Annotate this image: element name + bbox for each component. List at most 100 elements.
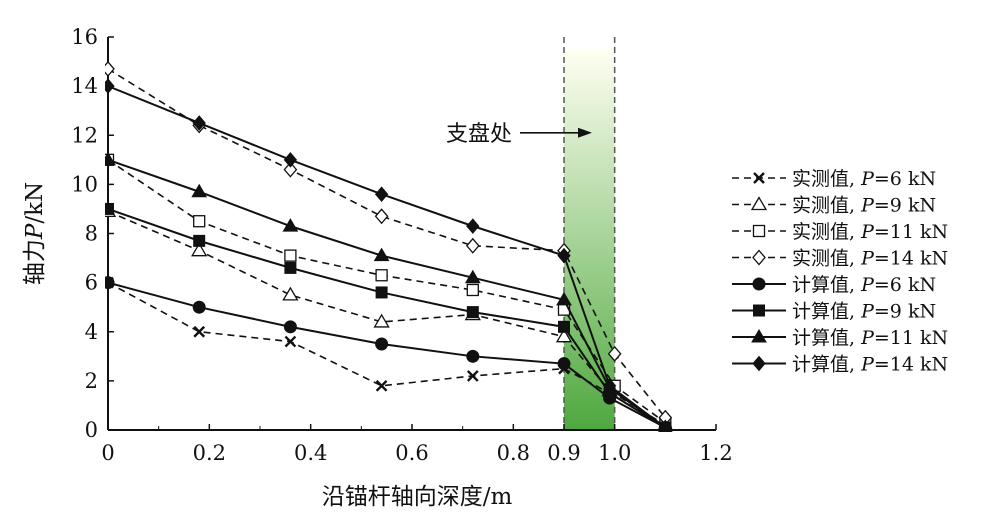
legend-label: 实测值, P=9 kN xyxy=(792,195,936,217)
series-line xyxy=(107,85,666,429)
marker-stroke xyxy=(466,370,479,382)
legend-entry: 计算值, P=14 kN xyxy=(732,354,948,376)
legend-marker xyxy=(752,249,766,266)
data-point-marker xyxy=(105,60,115,77)
y-axis-title: 轴力P/kN xyxy=(22,182,48,285)
legend-entry: 实测值, P=14 kN xyxy=(732,248,948,270)
legend-marker xyxy=(750,196,768,211)
data-point-marker xyxy=(283,161,298,178)
data-point-marker xyxy=(556,291,572,306)
legend-entry: 计算值, P=11 kN xyxy=(732,327,948,349)
data-point-marker xyxy=(555,328,573,343)
data-point-marker xyxy=(375,379,388,392)
legend-marker xyxy=(753,172,765,184)
legend-label-p: P xyxy=(860,354,875,376)
series-7 xyxy=(105,78,672,432)
data-point-marker xyxy=(192,115,206,131)
marker-stroke xyxy=(193,325,206,338)
y-axis-title-part: P xyxy=(22,223,48,240)
data-point-marker xyxy=(466,370,479,382)
legend-label-p: P xyxy=(860,195,875,217)
data-point-marker xyxy=(105,202,114,215)
y-tick-label: 8 xyxy=(85,222,98,246)
legend-label: 实测值, P=11 kN xyxy=(792,221,948,243)
x-tick-label: 0.4 xyxy=(294,441,327,465)
data-point-marker xyxy=(466,283,479,297)
legend-entry: 实测值, P=11 kN xyxy=(732,221,948,243)
support-disc-annotation: 支盘处 xyxy=(446,122,512,147)
legend-label: 计算值, P=9 kN xyxy=(792,301,936,323)
legend-marker xyxy=(752,224,766,238)
legend-label-p: P xyxy=(860,221,875,243)
y-tick-label: 14 xyxy=(71,74,98,98)
legend-label-p: P xyxy=(860,301,875,323)
series-line xyxy=(107,281,666,429)
legend-label-prefix: 计算值, xyxy=(792,301,861,323)
series-line xyxy=(107,158,666,429)
x-tick-label: 0.6 xyxy=(395,441,428,465)
y-axis-title-part: 轴力 xyxy=(22,239,48,285)
legend-marker xyxy=(751,329,767,343)
legend-label-value: =9 kN xyxy=(874,195,936,217)
x-tick-label: 0.9 xyxy=(547,441,580,465)
legend-label-value: =9 kN xyxy=(874,301,936,323)
x-tick-label: 0.2 xyxy=(193,441,226,465)
marker-stroke xyxy=(753,172,765,184)
data-point-marker xyxy=(557,357,571,371)
data-point-marker xyxy=(557,247,571,264)
data-point-marker xyxy=(284,249,297,262)
data-point-marker xyxy=(375,286,388,299)
data-point-marker xyxy=(193,325,206,338)
series-line xyxy=(107,207,666,429)
y-tick-label: 0 xyxy=(85,418,98,442)
data-point-marker xyxy=(466,218,480,234)
legend-label: 计算值, P=11 kN xyxy=(792,327,948,349)
marker-stroke xyxy=(284,335,297,348)
legend-label: 实测值, P=6 kN xyxy=(792,168,936,190)
data-point-marker xyxy=(374,208,389,225)
legend-label-value: =14 kN xyxy=(874,354,948,376)
y-tick-label: 6 xyxy=(85,271,98,295)
data-point-marker xyxy=(193,234,206,247)
legend-label-value: =11 kN xyxy=(874,221,948,243)
data-point-marker xyxy=(105,151,116,166)
y-tick-label: 2 xyxy=(85,369,98,393)
legend-marker xyxy=(752,277,766,291)
series-line xyxy=(107,281,666,428)
y-tick-label: 4 xyxy=(85,320,98,344)
series-line xyxy=(107,68,666,419)
x-tick-label: 0.8 xyxy=(497,441,530,465)
data-point-marker xyxy=(283,320,297,334)
x-tick-label: 1.0 xyxy=(598,441,631,465)
data-point-marker xyxy=(373,247,390,262)
data-point-marker xyxy=(374,186,389,202)
data-point-marker xyxy=(191,242,208,257)
legend-entry: 实测值, P=6 kN xyxy=(732,168,936,190)
data-point-marker xyxy=(602,378,617,394)
legend-label: 计算值, P=6 kN xyxy=(792,274,936,296)
legend-label-prefix: 实测值, xyxy=(792,168,861,190)
legend-label-p: P xyxy=(860,168,875,190)
legend-entry: 计算值, P=9 kN xyxy=(732,301,936,323)
legend-label-p: P xyxy=(860,327,875,349)
data-point-marker xyxy=(282,286,299,301)
legend-entry: 实测值, P=9 kN xyxy=(732,195,936,217)
data-point-marker xyxy=(284,335,297,348)
legend-label: 实测值, P=14 kN xyxy=(792,248,948,270)
x-axis-title: 沿锚杆轴向深度/m xyxy=(322,484,513,510)
legend-label-value: =6 kN xyxy=(874,168,936,190)
data-point-marker xyxy=(283,152,298,168)
data-point-marker xyxy=(105,276,115,290)
legend-entry: 计算值, P=6 kN xyxy=(732,274,936,296)
data-point-marker xyxy=(375,269,388,282)
legend-label-value: =14 kN xyxy=(874,248,948,270)
y-tick-label: 12 xyxy=(71,123,98,147)
x-tick-label: 1.2 xyxy=(699,441,732,465)
marker-stroke xyxy=(375,379,388,392)
y-tick-label: 10 xyxy=(71,172,98,196)
legend-label-prefix: 实测值, xyxy=(792,248,861,270)
data-point-marker xyxy=(375,337,389,351)
annotation-arrow-head xyxy=(578,127,592,138)
